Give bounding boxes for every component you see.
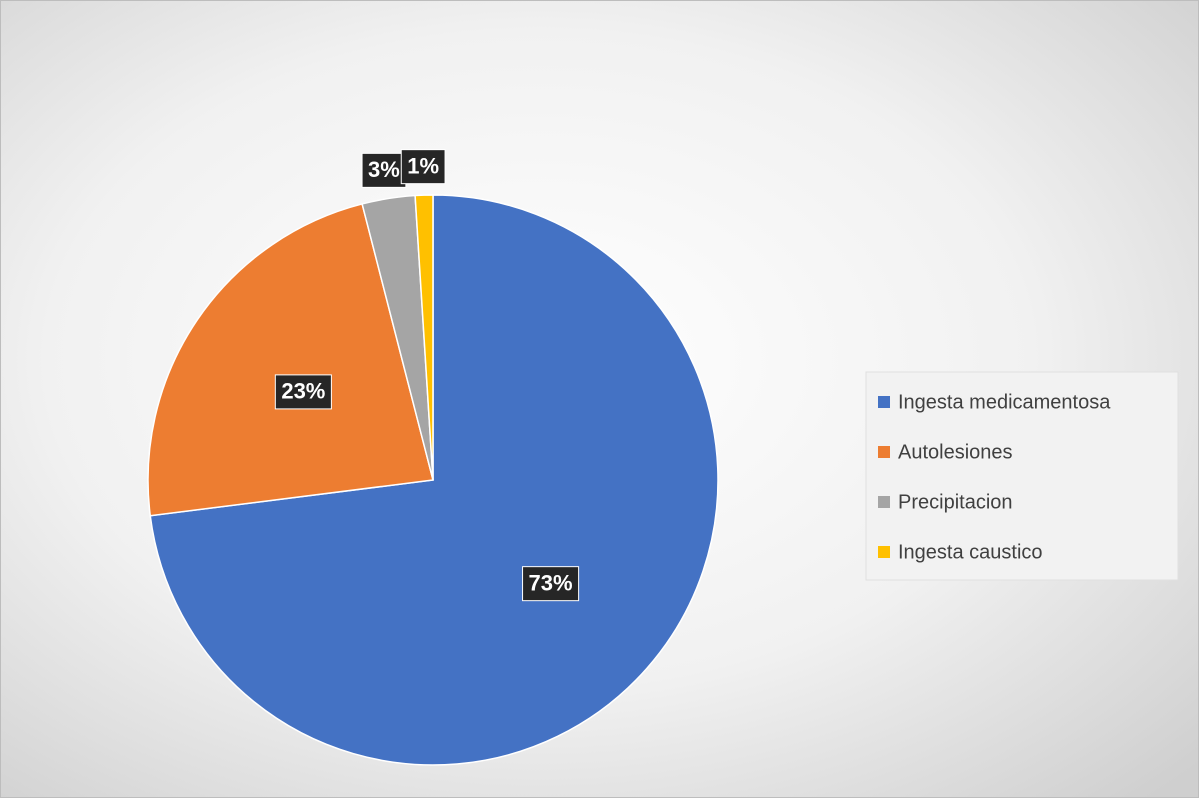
legend-swatch bbox=[878, 396, 890, 408]
legend-swatch bbox=[878, 446, 890, 458]
data-label-box bbox=[361, 152, 407, 188]
legend: Ingesta medicamentosa Autolesiones Precipi… bbox=[865, 371, 1179, 581]
legend-label: Ingesta medicamentosa bbox=[898, 391, 1111, 413]
legend-swatch bbox=[878, 546, 890, 558]
legend-label: Ingesta caustico bbox=[898, 541, 1043, 563]
data-label-box bbox=[522, 566, 580, 602]
data-label: 1% bbox=[407, 153, 439, 178]
slice bbox=[414, 194, 434, 481]
legend-box bbox=[865, 371, 1179, 581]
legend-swatch bbox=[878, 496, 890, 508]
pie bbox=[147, 194, 719, 766]
data-label-box bbox=[400, 149, 446, 185]
legend-label: Autolesiones bbox=[898, 441, 1013, 463]
data-label: 3% bbox=[368, 157, 400, 182]
data-label: 23% bbox=[281, 379, 325, 404]
data-label-box bbox=[274, 374, 332, 410]
data-label: 73% bbox=[529, 570, 573, 595]
data-labels: 73% 23% 3% 1% bbox=[274, 149, 580, 602]
legend-label: Precipitacion bbox=[898, 491, 1013, 513]
slice bbox=[147, 203, 434, 517]
slice bbox=[149, 194, 719, 766]
